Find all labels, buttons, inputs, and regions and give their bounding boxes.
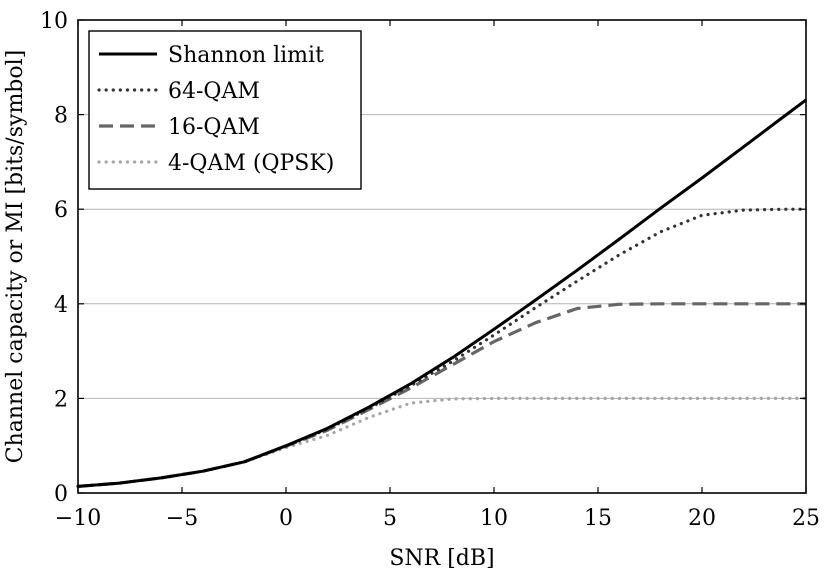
plot-frame [77, 19, 807, 494]
legend-64-qam: 64-QAM [97, 79, 260, 104]
legend-shannon-limit: Shannon limit [99, 43, 324, 68]
x-tick-label: 0 [279, 506, 293, 531]
x-tick-label: −10 [55, 506, 101, 531]
series-lines [76, 98, 808, 488]
shannon-limit-line [77, 98, 807, 488]
y-tick-label: 10 [40, 9, 68, 34]
legend-label: 4-QAM (QPSK) [168, 151, 334, 176]
x-tick-label: 20 [688, 506, 716, 531]
y-axis-label: Channel capacity or MI [bits/symbol] [3, 50, 28, 464]
axis-ticks [77, 19, 807, 494]
y-tick-label: 0 [54, 482, 68, 507]
x-tick-label: 15 [584, 506, 612, 531]
y-tick-label: 4 [54, 293, 68, 318]
legend-16-qam: 16-QAM [99, 115, 260, 140]
legend: Shannon limit 64-QAM 16-QAM 4-QAM (QPSK) [88, 30, 362, 190]
x-tick-label: 25 [792, 506, 820, 531]
tick-labels: −10 −5 0 5 10 15 20 25 0 2 4 6 8 10 [40, 9, 820, 531]
16-qam-line [77, 302, 806, 488]
legend-label: 16-QAM [168, 115, 260, 140]
x-tick-label: 10 [480, 506, 508, 531]
legend-label: Shannon limit [168, 43, 324, 68]
x-tick-label: 5 [383, 506, 397, 531]
legend-4-qam: 4-QAM (QPSK) [97, 151, 334, 176]
x-axis-label: SNR [dB] [389, 546, 494, 571]
y-tick-label: 8 [54, 104, 68, 129]
y-tick-label: 2 [54, 387, 68, 412]
y-tick-label: 6 [54, 198, 68, 223]
64-qam-line [76, 207, 808, 488]
x-tick-label: −5 [166, 506, 198, 531]
legend-label: 64-QAM [168, 79, 260, 104]
